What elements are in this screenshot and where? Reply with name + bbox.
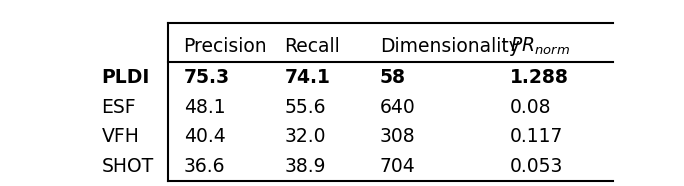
Text: 0.08: 0.08 — [510, 98, 551, 117]
Text: 48.1: 48.1 — [183, 98, 225, 117]
Text: 704: 704 — [380, 157, 415, 176]
Text: 1.288: 1.288 — [510, 68, 568, 87]
Text: 640: 640 — [380, 98, 415, 117]
Text: 40.4: 40.4 — [183, 127, 225, 146]
Text: 0.117: 0.117 — [510, 127, 563, 146]
Text: $PR_{norm}$: $PR_{norm}$ — [510, 36, 570, 57]
Text: Precision: Precision — [183, 37, 267, 56]
Text: ESF: ESF — [101, 98, 136, 117]
Text: 0.053: 0.053 — [510, 157, 563, 176]
Text: 38.9: 38.9 — [285, 157, 326, 176]
Text: 58: 58 — [380, 68, 406, 87]
Text: VFH: VFH — [101, 127, 140, 146]
Text: Recall: Recall — [285, 37, 340, 56]
Text: 75.3: 75.3 — [183, 68, 230, 87]
Text: PLDI: PLDI — [101, 68, 150, 87]
Text: 36.6: 36.6 — [183, 157, 225, 176]
Text: Dimensionality: Dimensionality — [380, 37, 520, 56]
Text: 308: 308 — [380, 127, 415, 146]
Text: 32.0: 32.0 — [285, 127, 326, 146]
Text: SHOT: SHOT — [101, 157, 154, 176]
Text: 74.1: 74.1 — [285, 68, 330, 87]
Text: 55.6: 55.6 — [285, 98, 326, 117]
